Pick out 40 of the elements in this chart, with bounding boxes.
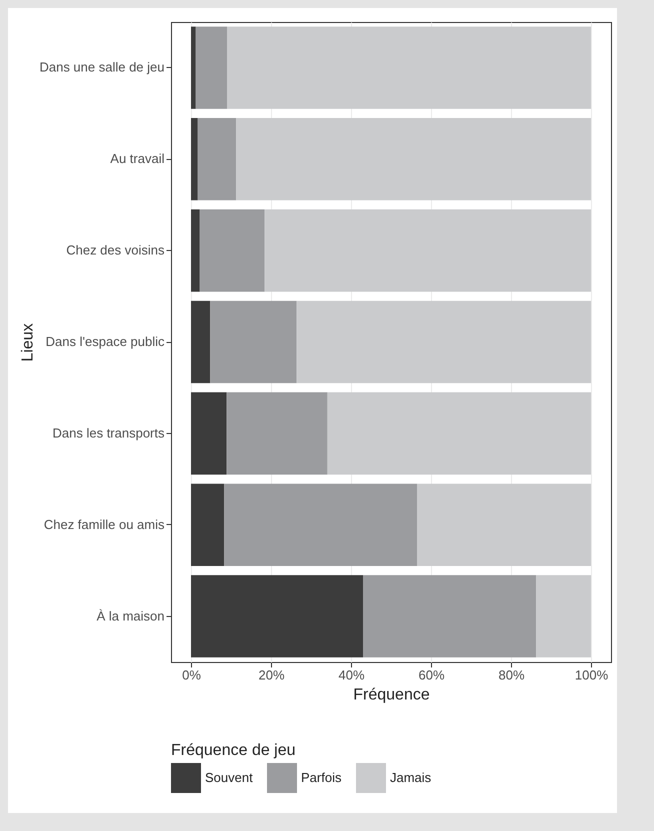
x-tick-label: 80%: [498, 668, 525, 682]
bar: [200, 209, 265, 292]
bar: [536, 575, 591, 658]
bar: [236, 118, 591, 200]
bar: [226, 392, 328, 475]
bar: [191, 484, 224, 566]
x-tick-label: 20%: [258, 668, 285, 682]
bar: [224, 484, 417, 566]
bar: [327, 392, 591, 475]
bar: [191, 26, 196, 109]
x-axis-title: Fréquence: [353, 686, 430, 704]
bar: [417, 484, 591, 566]
bar: [191, 300, 210, 384]
x-tick-label: 60%: [418, 668, 445, 682]
legend-title: Fréquence de jeu: [171, 742, 296, 759]
y-tick-label: Dans l'espace public: [46, 334, 165, 349]
bar: [196, 26, 227, 109]
x-tick-label: 0%: [182, 668, 202, 682]
x-tick-label: 100%: [574, 668, 609, 682]
bar: [191, 392, 227, 475]
bar: [210, 300, 297, 384]
y-axis-title: Lieux: [19, 323, 36, 362]
bar: [191, 575, 363, 658]
bar: [296, 300, 591, 384]
bar: [363, 575, 536, 658]
y-tick-label: Dans une salle de jeu: [39, 60, 164, 75]
y-tick-label: Au travail: [110, 151, 165, 166]
y-tick-label: Dans les transports: [52, 425, 165, 440]
legend-label: Jamais: [390, 770, 432, 785]
bar: [191, 209, 200, 292]
y-tick-label: Chez des voisins: [66, 242, 165, 258]
y-tick-label: À la maison: [96, 608, 164, 624]
x-tick-label: 40%: [338, 668, 365, 682]
bar: [191, 118, 198, 200]
bar: [198, 118, 236, 200]
bar: [227, 26, 591, 109]
legend-label: Souvent: [205, 770, 254, 785]
y-tick-label: Chez famille ou amis: [44, 516, 165, 532]
bar: [264, 209, 591, 292]
legend-label: Parfois: [301, 770, 342, 785]
